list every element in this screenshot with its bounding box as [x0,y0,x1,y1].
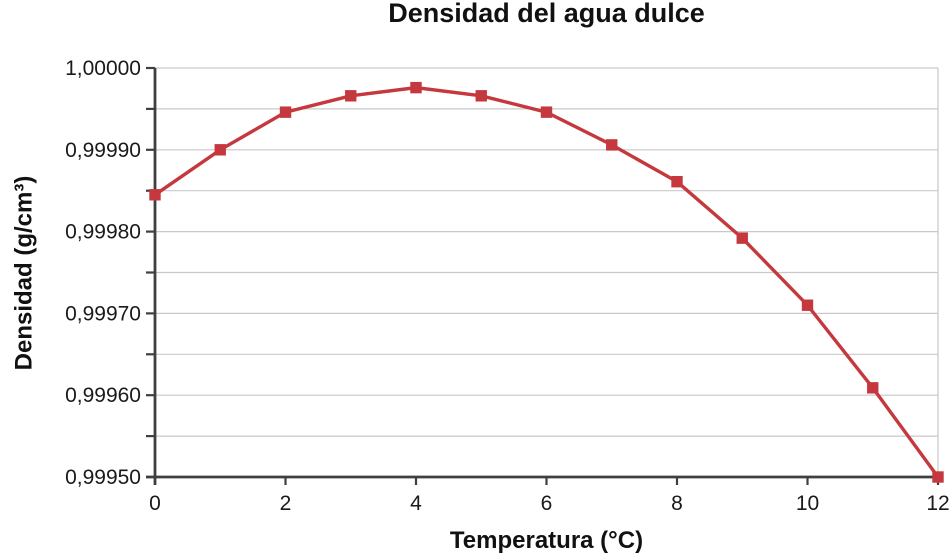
data-point-marker [801,299,814,311]
data-point-marker [867,382,879,394]
data-point-marker [149,189,161,201]
x-tick-label: 2 [280,492,292,515]
y-tick-label: 0,99980 [65,221,141,244]
data-point-marker [475,90,487,102]
data-point-marker [671,176,683,188]
y-tick-label: 1,00000 [65,57,141,80]
x-tick-label: 12 [926,492,949,515]
data-point-marker [410,81,422,94]
chart-title: Densidad del agua dulce [388,0,705,28]
data-point-marker [932,471,944,483]
x-tick-label: 0 [149,492,161,515]
x-tick-label: 8 [671,492,683,515]
data-point-marker [736,232,748,244]
data-point-marker [606,139,618,151]
x-tick-label: 6 [541,492,553,515]
data-point-marker [540,106,553,118]
data-point-marker [345,90,357,102]
y-tick-label: 0,99970 [65,302,141,325]
y-tick-label: 0,99950 [65,466,141,489]
x-tick-label: 10 [796,492,819,515]
y-tick-label: 0,99990 [65,139,141,162]
density-line [154,85,940,479]
data-point-marker [214,144,226,156]
data-point-marker [279,106,292,118]
y-tick-label: 0,99960 [65,384,141,407]
x-tick-label: 4 [410,492,422,515]
x-axis-title: Temperatura (°C) [449,527,644,554]
